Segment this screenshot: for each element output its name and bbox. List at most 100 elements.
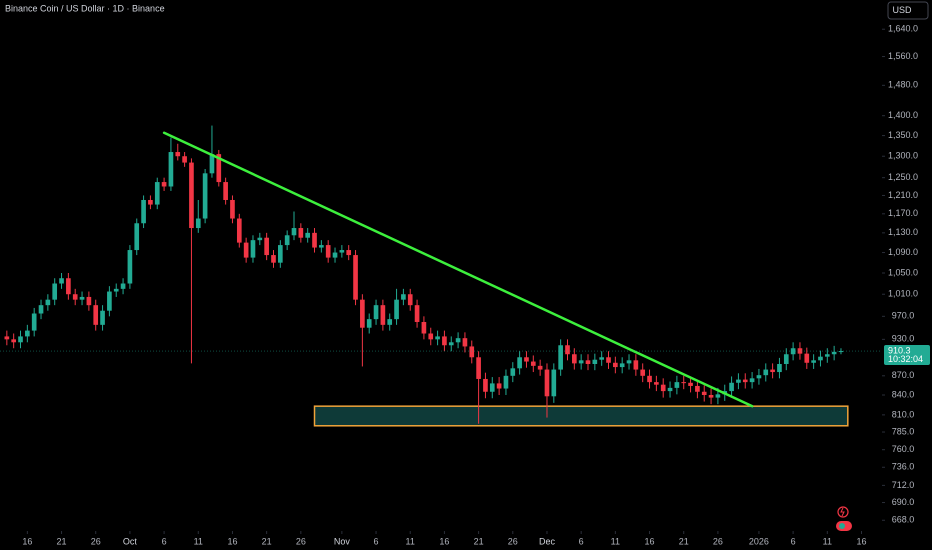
candle-body [209, 154, 215, 174]
candle-body [729, 382, 734, 392]
candle-body [373, 305, 379, 320]
candle-body [182, 156, 187, 163]
chart-title: Binance Coin / US Dollar · 1D · Binance [5, 3, 165, 13]
candle-body [763, 369, 769, 376]
candle-body [202, 173, 208, 219]
candle-body [284, 235, 290, 246]
last-price-label: 910.3 [888, 345, 911, 355]
candle-body [510, 368, 516, 376]
x-tick-label: 21 [262, 536, 272, 546]
candle-body [195, 218, 201, 229]
trendline [162, 131, 754, 408]
candle-body [592, 359, 598, 364]
candle-body [756, 375, 762, 379]
plot-area [0, 125, 882, 427]
candle-body [168, 152, 174, 187]
alert-icon[interactable] [837, 506, 849, 518]
candle-body [647, 375, 652, 383]
candle-body [93, 305, 99, 325]
y-tick-label: 1,350.0 [888, 130, 918, 140]
candle-body [72, 294, 78, 300]
candle-body [537, 365, 543, 370]
x-tick-label: Oct [123, 536, 138, 546]
candle-body [407, 294, 413, 306]
candle-body [811, 360, 816, 363]
candle-body [585, 360, 591, 364]
candle-body [257, 237, 263, 241]
x-tick-label: 11 [194, 536, 203, 546]
x-tick-label: 21 [57, 536, 67, 546]
candle-body [517, 357, 522, 369]
candle-body [298, 228, 304, 238]
candle-body [428, 333, 434, 340]
y-tick-label: 840.0 [892, 389, 915, 399]
candle-body [790, 348, 796, 355]
candle-body [18, 336, 23, 343]
candle-body [421, 321, 427, 334]
candle-body [45, 299, 51, 306]
currency-button[interactable] [887, 1, 929, 20]
y-tick-label: 1,640.0 [888, 24, 918, 34]
candle-body [346, 250, 352, 256]
y-tick-label: 668.0 [892, 515, 915, 525]
candle-body [619, 363, 625, 368]
candle-body [127, 250, 133, 284]
x-tick-label: 26 [508, 536, 518, 546]
candle-body [250, 240, 256, 258]
x-tick-label: Dec [539, 536, 556, 546]
y-tick-label: 1,250.0 [888, 172, 918, 182]
candle-body [120, 283, 126, 289]
candle-body [113, 288, 119, 292]
candle-body [524, 357, 529, 362]
x-tick-label: 16 [227, 536, 237, 546]
candle-body [455, 338, 461, 343]
candle-body [749, 378, 755, 383]
candle-body [736, 379, 741, 383]
y-tick-label: 1,130.0 [888, 227, 918, 237]
candle-body [633, 360, 639, 370]
x-tick-label: 16 [439, 536, 449, 546]
last-price-box [884, 345, 930, 366]
candle-body [243, 242, 249, 258]
session-icon-dot [839, 523, 845, 529]
candle-body [496, 383, 502, 389]
y-tick-label: 1,300.0 [888, 151, 918, 161]
candle-body [777, 363, 782, 373]
candle-body [572, 354, 577, 364]
candle-body [654, 382, 659, 385]
candle-body [216, 154, 222, 183]
countdown-label: 10:32:04 [888, 354, 923, 364]
candle-body [442, 336, 447, 346]
candle-body [31, 313, 37, 331]
candle-body [59, 278, 64, 284]
candle-body [325, 245, 331, 258]
candle-body [770, 369, 775, 373]
y-tick-label: 1,010.0 [888, 289, 918, 299]
candle-body [565, 345, 570, 355]
candle-body [380, 305, 386, 325]
candle-body [4, 336, 10, 340]
y-tick-label: 810.0 [892, 409, 915, 419]
y-tick-label: 1,400.0 [888, 110, 918, 120]
candle-body [818, 356, 823, 361]
candle-body [688, 382, 693, 386]
x-tick-label: 11 [823, 536, 832, 546]
candle-body [278, 245, 283, 263]
candle-body [38, 305, 44, 314]
candle-body [469, 346, 475, 358]
candle-body [667, 387, 673, 392]
candle-body [695, 385, 700, 392]
y-tick-label: 690.0 [892, 497, 915, 507]
x-tick-label: 16 [645, 536, 655, 546]
candle-body [107, 291, 112, 311]
currency-label[interactable]: USD [892, 5, 912, 15]
candle-body [448, 342, 454, 346]
x-tick-label: 6 [162, 536, 167, 546]
candle-body [189, 162, 194, 229]
candle-body [52, 283, 58, 300]
candle-body [701, 391, 707, 395]
y-tick-label: 1,210.0 [888, 190, 918, 200]
y-tick-label: 1,050.0 [888, 267, 918, 277]
candle-body [797, 348, 803, 354]
